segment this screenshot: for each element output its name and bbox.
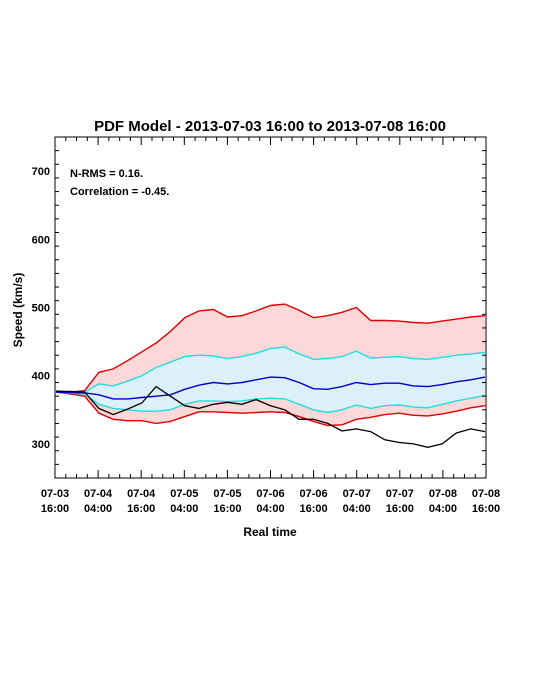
x-tick-label-date: 07-04 (127, 488, 156, 500)
x-tick-label-date: 07-03 (41, 488, 69, 500)
annotation-correlation: Correlation = -0.45. (70, 186, 169, 198)
x-tick-label-time: 04:00 (84, 503, 112, 515)
y-tick-label: 500 (32, 303, 50, 315)
y-tick-label: 300 (32, 439, 50, 451)
x-tick-label-date: 07-04 (84, 488, 113, 500)
x-tick-label-date: 07-05 (170, 488, 198, 500)
y-tick-label: 600 (32, 234, 50, 246)
x-tick-label-date: 07-05 (213, 488, 241, 500)
series-median-line (55, 376, 486, 400)
x-tick-label-date: 07-06 (256, 488, 284, 500)
x-tick-label-time: 16:00 (472, 503, 500, 515)
series-lower-outer-line (55, 391, 486, 427)
x-tick-label-date: 07-08 (472, 488, 500, 500)
series-upper-inner-line (55, 346, 486, 394)
chart-title: PDF Model - 2013-07-03 16:00 to 2013-07-… (94, 118, 446, 135)
x-tick-label-time: 16:00 (41, 503, 69, 515)
plot-area: 300 400 500 600 700 07-03 16:00 07-04 04:00 07-04… (32, 136, 500, 515)
x-axis-label: Real time (243, 525, 297, 539)
annotation-nrms: N-RMS = 0.16. (70, 168, 143, 180)
x-tick-label-time: 04:00 (343, 503, 371, 515)
x-tick-label-time: 16:00 (213, 503, 241, 515)
x-tick-label-time: 04:00 (429, 503, 457, 515)
x-tick-label-time: 16:00 (386, 503, 414, 515)
y-tick-label: 700 (32, 166, 50, 178)
series-observed-line (56, 385, 486, 448)
series-lower-inner-line (55, 391, 486, 414)
x-tick-label-time: 04:00 (170, 503, 198, 515)
x-tick-label-time: 16:00 (127, 503, 155, 515)
x-tick-label-date: 07-06 (300, 488, 328, 500)
x-tick-label-time: 16:00 (300, 503, 328, 515)
y-tick-label: 400 (32, 371, 50, 383)
x-tick-label-date: 07-08 (429, 488, 457, 500)
x-tick-label-date: 07-07 (386, 488, 414, 500)
y-axis-label: Speed (km/s) (11, 273, 25, 348)
series-upper-outer-line (55, 303, 486, 393)
x-tick-label-date: 07-07 (343, 488, 371, 500)
x-tick-label-time: 04:00 (256, 503, 284, 515)
